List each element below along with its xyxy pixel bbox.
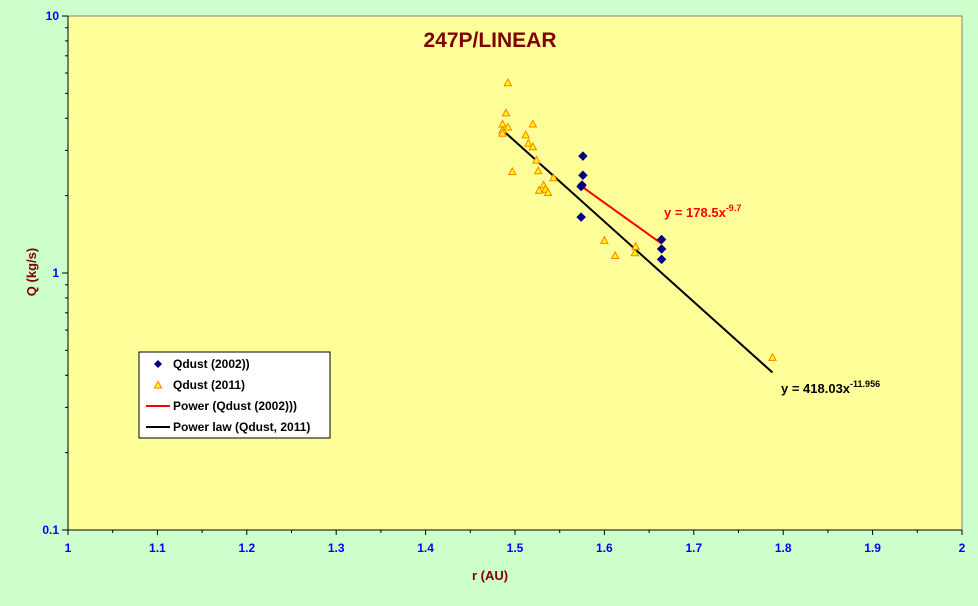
legend-entries: Qdust (2002)) Qdust (2011) Power (Qdust (2… [146, 357, 310, 434]
x-tick-label: 1 [65, 541, 72, 555]
data-point-2002 [656, 234, 667, 245]
trend-equation-2011-exponent: -11.956 [850, 379, 880, 389]
x-tick-label: 1.8 [775, 541, 792, 555]
legend-swatch-triangle [153, 380, 163, 389]
data-point-2002 [656, 244, 667, 254]
y-axis-title: Q (kg/s) [24, 248, 39, 296]
data-point-2002 [578, 170, 588, 181]
trendline-2002 [580, 185, 663, 245]
x-axis-title: r (AU) [472, 568, 508, 583]
trend-equation-2002-base: y = 178.5x [664, 205, 727, 220]
plot-area [67, 15, 963, 531]
data-point-2011 [503, 122, 513, 131]
data-point-2011 [523, 138, 533, 147]
trend-equation-2011: y = 418.03x-11.956 [781, 379, 880, 396]
y-tick-label: 10 [46, 9, 60, 23]
x-tick-label: 1.6 [596, 541, 613, 555]
legend-box [138, 351, 331, 439]
data-markers [498, 78, 777, 361]
data-point-2011 [532, 155, 541, 164]
data-point-2002 [578, 151, 588, 161]
trend-equation-2011-base: y = 418.03x [781, 381, 851, 396]
data-point-2011 [501, 108, 511, 117]
data-point-2011 [498, 128, 507, 137]
y-tick-label: 1 [52, 266, 59, 280]
x-tick-label: 1.4 [417, 541, 434, 555]
x-tick-label: 2 [959, 541, 966, 555]
legend: Qdust (2002)) Qdust (2011) Power (Qdust (2… [138, 351, 331, 439]
x-tick-label: 1.3 [328, 541, 345, 555]
data-point-2002 [656, 254, 667, 265]
x-tick-label: 1.9 [864, 541, 881, 555]
legend-entry-power-2011: Power law (Qdust, 2011) [173, 420, 310, 434]
data-point-2011 [631, 241, 641, 250]
axes: 1 1.1 1.2 1.3 1.4 1.5 1.6 1.7 1.8 1.9 2 0.1 1 10 [42, 9, 965, 555]
legend-swatch-diamond [154, 360, 162, 368]
data-point-2011 [549, 172, 558, 182]
x-tick-label: 1.1 [149, 541, 166, 555]
data-point-2002 [576, 212, 587, 222]
data-point-2011 [768, 352, 777, 361]
x-tick-label: 1.2 [238, 541, 255, 555]
data-point-2011 [534, 185, 544, 194]
data-point-2011 [528, 119, 538, 128]
trendline-2011 [501, 129, 774, 374]
trend-equation-2002-exponent: -9.7 [726, 203, 742, 213]
legend-entry-qdust-2011: Qdust (2011) [173, 378, 245, 392]
data-point-2011 [630, 247, 640, 257]
y-tick-label: 0.1 [42, 523, 59, 537]
x-tick-label: 1.7 [685, 541, 702, 555]
x-tick-label: 1.5 [507, 541, 524, 555]
data-point-2011 [599, 235, 609, 244]
legend-entry-qdust-2002: Qdust (2002)) [173, 357, 250, 371]
data-point-2011 [503, 78, 513, 87]
legend-entry-power-2002: Power (Qdust (2002))) [173, 399, 297, 413]
data-point-2011 [610, 250, 620, 260]
trendlines [501, 129, 774, 374]
chart-title: 247P/LINEAR [423, 29, 556, 52]
data-point-2011 [533, 166, 543, 175]
data-point-2011 [543, 187, 553, 196]
data-point-2011 [521, 130, 531, 139]
data-point-2011 [507, 166, 517, 176]
trend-equation-2002: y = 178.5x-9.7 [664, 203, 741, 220]
data-point-2011 [528, 142, 538, 151]
data-point-2002 [576, 181, 587, 192]
